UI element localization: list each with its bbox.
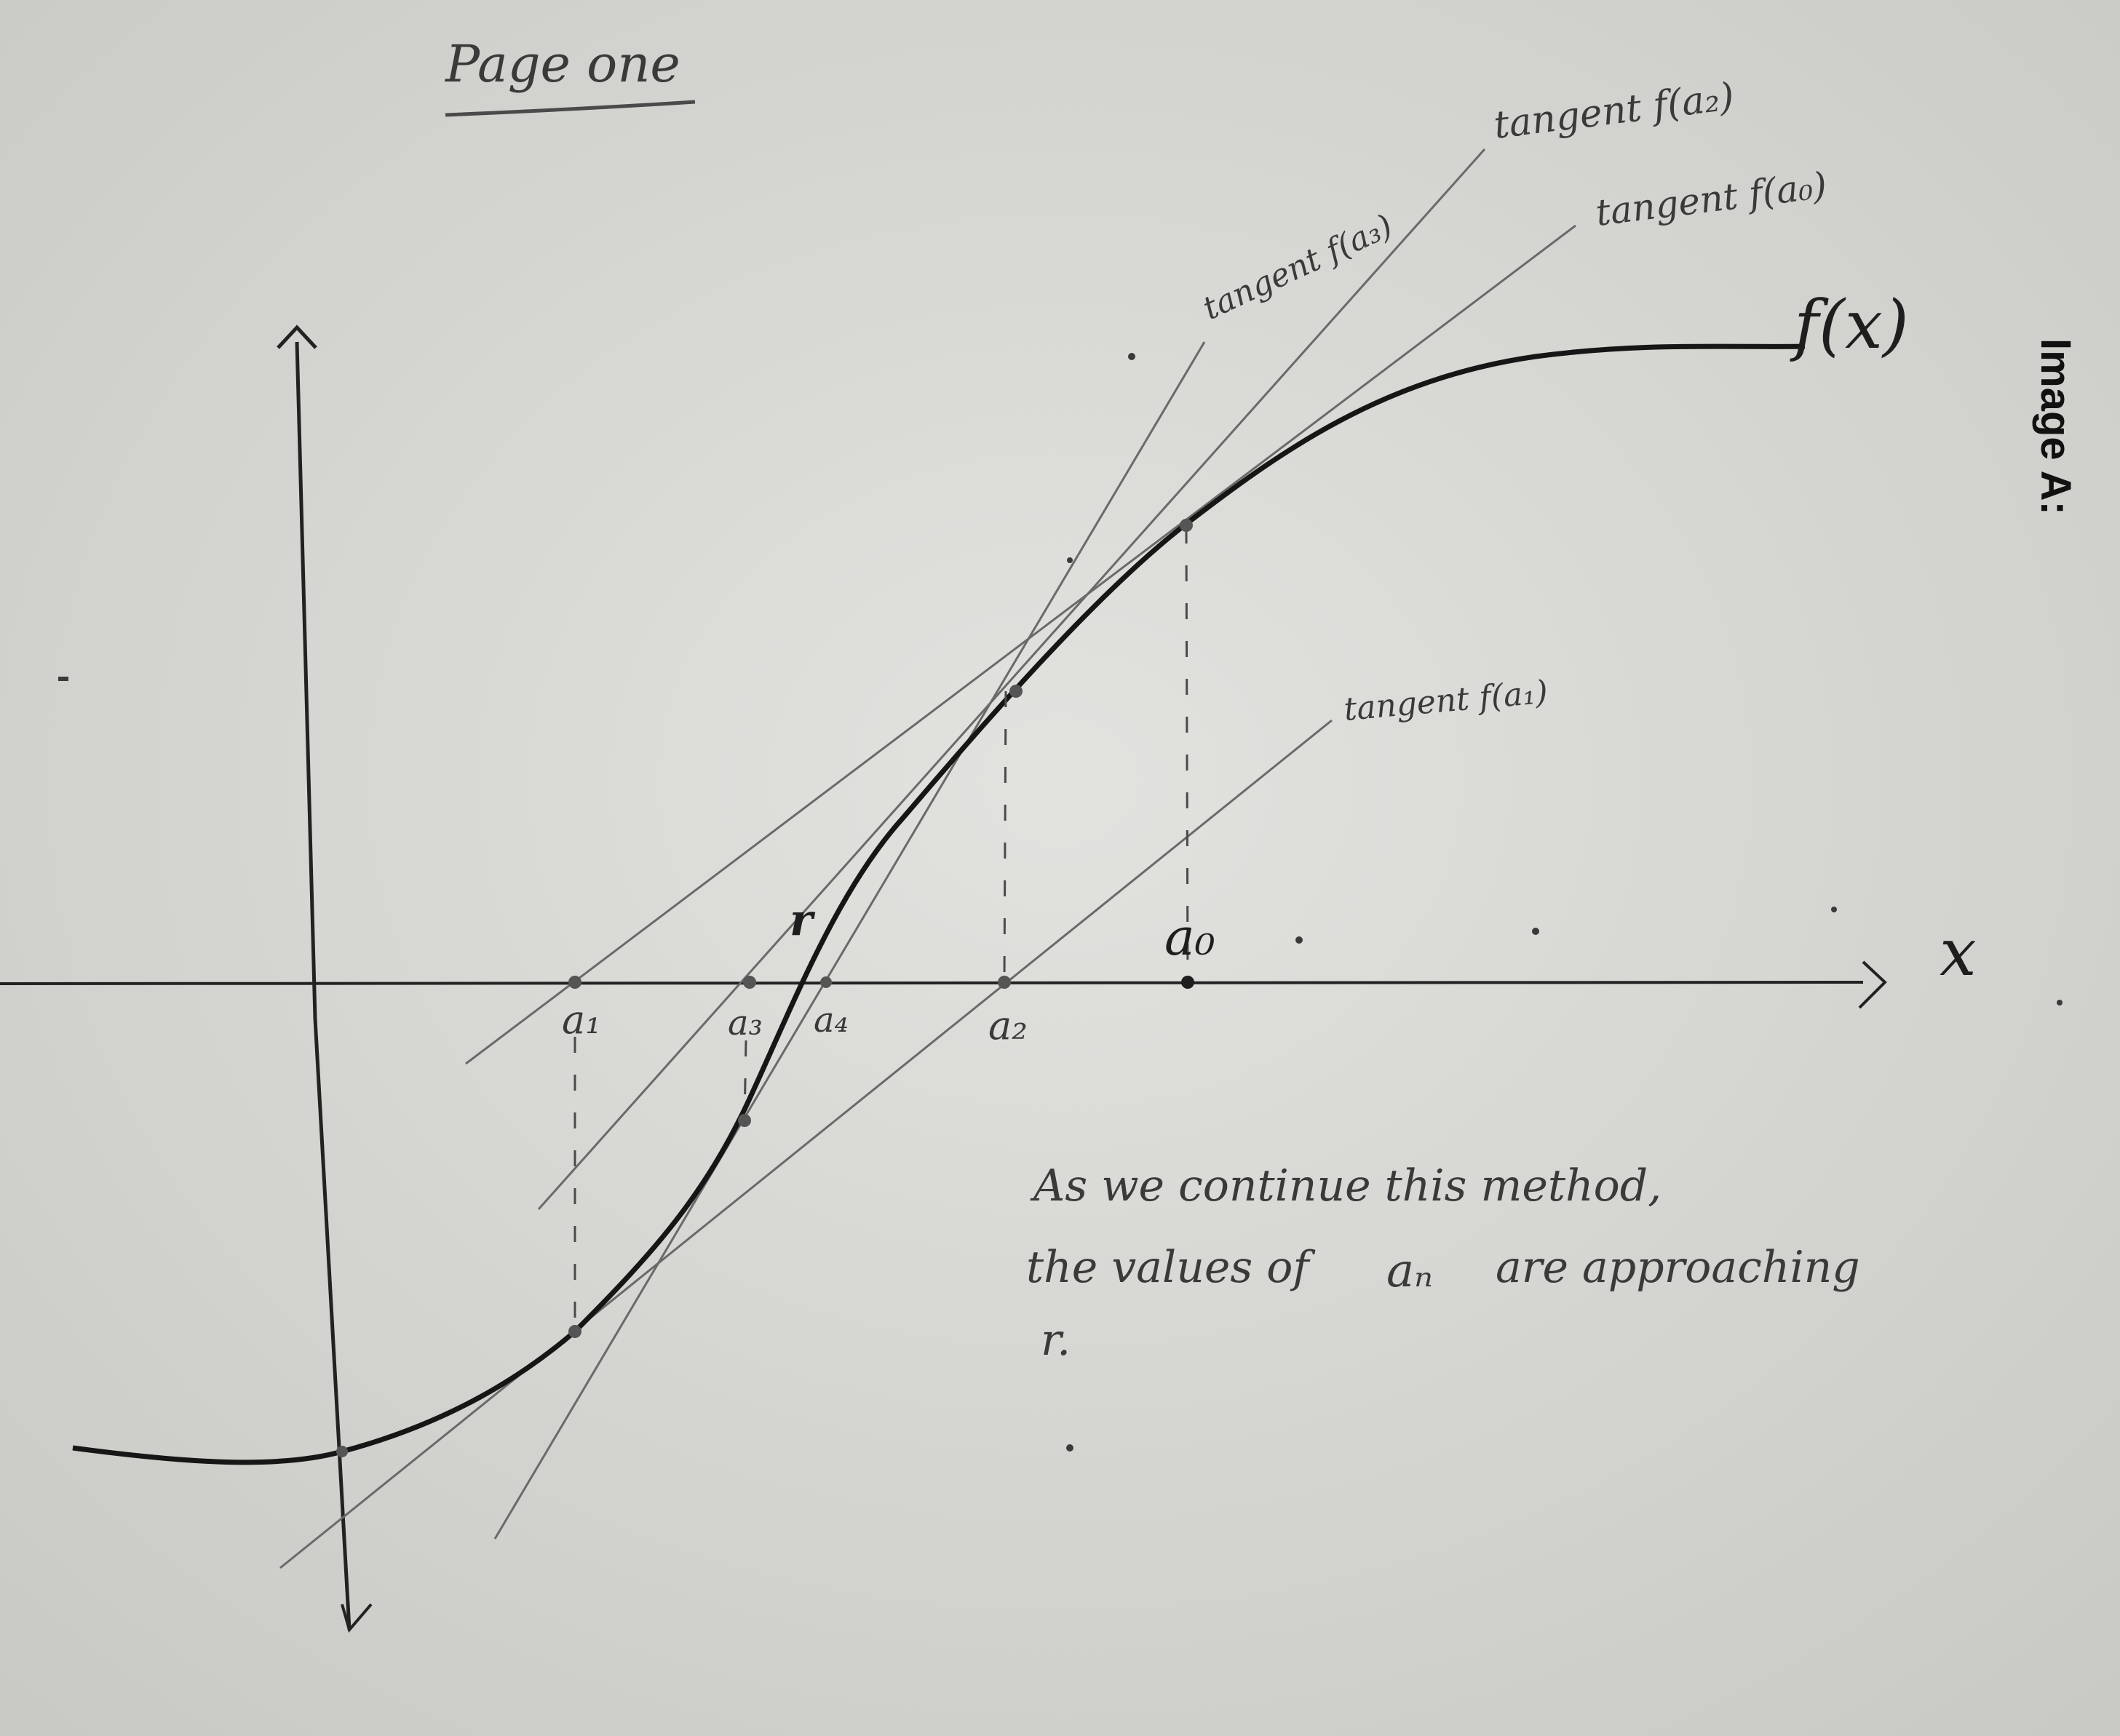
x-axis	[0, 981, 1864, 985]
label-a0: a₀	[1164, 907, 1215, 967]
tangent-line-a3	[493, 341, 1206, 1540]
point-a4-on-axis	[820, 976, 832, 988]
y-axis	[295, 341, 352, 1631]
note-line2-suffix: are approaching	[1496, 1242, 1860, 1293]
tangent-lines	[279, 148, 1576, 1569]
point-a3-on-axis	[743, 976, 756, 989]
tangent-line-a0	[465, 224, 1576, 1065]
function-label: f(x)	[1790, 286, 1909, 364]
axes: x	[0, 324, 1977, 1633]
x-axis-label: x	[1940, 915, 1977, 991]
point-a2-on-axis	[998, 976, 1011, 989]
point-a2-on-curve	[1009, 685, 1023, 698]
side-label: Image A:	[2032, 338, 2079, 515]
stray-dot	[1295, 936, 1303, 944]
label-r: r	[790, 895, 816, 946]
note-line2-term: aₙ	[1386, 1244, 1433, 1298]
y-axis-arrowhead-bottom	[341, 1603, 373, 1633]
projection-lines	[573, 527, 1189, 1331]
stray-dot	[1532, 928, 1539, 935]
projection-a2	[1003, 690, 1007, 982]
x-axis-arrowhead	[1858, 960, 1887, 1009]
stray-dot	[1066, 1444, 1073, 1452]
stray-dot	[1128, 353, 1135, 360]
label-a1: a₁	[562, 997, 601, 1043]
label-a3: a₃	[728, 1003, 763, 1043]
projection-a3	[743, 1040, 747, 1121]
point-curve-on-y-axis	[336, 1446, 348, 1457]
tangent-line-a2	[537, 148, 1486, 1210]
note-line1: As we continue this method,	[1030, 1160, 1662, 1211]
stray-marks	[58, 353, 2063, 1452]
points	[336, 519, 1194, 1457]
label-a2: a₂	[988, 1003, 1028, 1048]
stray-dash	[58, 677, 68, 681]
function-curve	[72, 343, 1806, 1465]
point-a0-on-curve	[1180, 519, 1193, 532]
explanatory-note: As we continue this method, the values o…	[1026, 1160, 1860, 1366]
point-a1-on-axis	[568, 976, 581, 989]
note-line2-prefix: the values of	[1026, 1242, 1316, 1293]
page-title: Page one	[444, 34, 680, 94]
stray-dot	[1067, 557, 1073, 563]
tangent-line-a1	[279, 719, 1333, 1569]
stray-dot	[2057, 1000, 2063, 1006]
title-underline	[445, 100, 696, 117]
point-a1-on-curve	[568, 1325, 581, 1338]
stray-dot	[1831, 907, 1837, 912]
label-a4: a₄	[814, 1000, 849, 1040]
point-a3-on-curve	[738, 1114, 751, 1127]
y-axis-arrowhead-top	[277, 324, 317, 349]
point-a0-on-axis	[1181, 976, 1194, 989]
note-line3: r.	[1041, 1315, 1071, 1366]
